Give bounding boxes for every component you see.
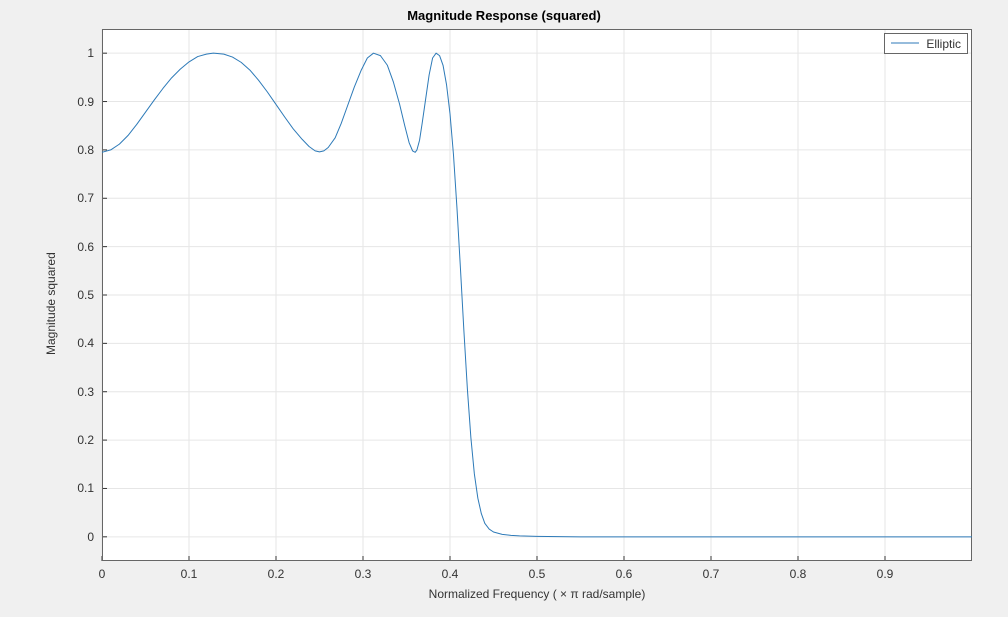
y-tick-label: 0	[87, 530, 94, 544]
y-tick-label: 0.2	[77, 433, 94, 447]
y-tick-label: 0.1	[77, 481, 94, 495]
figure-window: Magnitude Response (squared) Magnitude s…	[0, 0, 1008, 617]
x-tick-label: 0	[99, 567, 106, 581]
y-tick-label: 0.3	[77, 385, 94, 399]
x-tick-label: 0.8	[790, 567, 807, 581]
chart-axes	[102, 29, 972, 561]
chart-title: Magnitude Response (squared)	[0, 8, 1008, 23]
y-tick-label: 0.6	[77, 240, 94, 254]
x-axis-label: Normalized Frequency ( × π rad/sample)	[429, 587, 646, 601]
y-tick-label: 0.5	[77, 288, 94, 302]
chart-legend: Elliptic	[884, 33, 968, 54]
y-tick-label: 0.9	[77, 95, 94, 109]
x-tick-label: 0.2	[268, 567, 285, 581]
x-tick-label: 0.4	[442, 567, 459, 581]
y-tick-label: 0.7	[77, 191, 94, 205]
legend-line-icon	[891, 37, 919, 51]
legend-label: Elliptic	[926, 37, 961, 51]
y-tick-label: 0.8	[77, 143, 94, 157]
x-tick-label: 0.6	[616, 567, 633, 581]
x-tick-label: 0.7	[703, 567, 720, 581]
x-tick-label: 0.3	[355, 567, 372, 581]
y-tick-label: 0.4	[77, 336, 94, 350]
x-tick-label: 0.1	[181, 567, 198, 581]
y-axis-label: Magnitude squared	[44, 252, 58, 355]
x-tick-label: 0.9	[877, 567, 894, 581]
x-tick-label: 0.5	[529, 567, 546, 581]
y-tick-label: 1	[87, 46, 94, 60]
chart-svg	[102, 29, 972, 561]
